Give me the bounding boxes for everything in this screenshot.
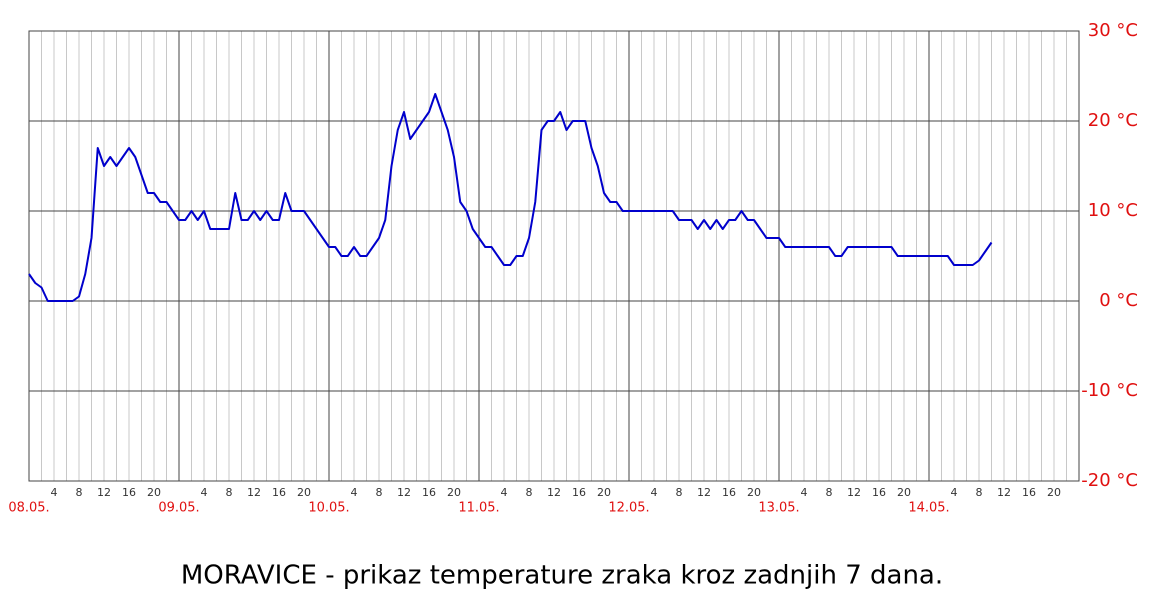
x-tick-label: 8: [676, 486, 683, 499]
x-tick-label: 4: [351, 486, 358, 499]
x-tick-label: 8: [976, 486, 983, 499]
x-tick-label: 4: [801, 486, 808, 499]
x-tick-label: 12: [247, 486, 261, 499]
x-tick-label: 8: [226, 486, 233, 499]
x-tick-label: 4: [501, 486, 508, 499]
x-tick-label: 8: [826, 486, 833, 499]
x-tick-label: 8: [526, 486, 533, 499]
x-tick-label: 16: [722, 486, 736, 499]
x-tick-label: 16: [272, 486, 286, 499]
x-tick-label: 4: [201, 486, 208, 499]
plot: [28, 93, 993, 302]
y-tick-label: -20 °C: [1081, 470, 1138, 491]
x-tick-label: 16: [572, 486, 586, 499]
temperature-line: [28, 93, 993, 302]
y-tick-label: 0 °C: [1099, 290, 1138, 311]
x-day-label: 09.05.: [158, 501, 199, 516]
y-tick-label: 20 °C: [1088, 110, 1138, 131]
x-day-label: 08.05.: [8, 501, 49, 516]
x-tick-label: 12: [97, 486, 111, 499]
chart-title: MORAVICE - prikaz temperature zraka kroz…: [181, 561, 943, 591]
y-tick-label: 10 °C: [1088, 200, 1138, 221]
x-day-label: 13.05.: [758, 501, 799, 516]
x-tick-label: 12: [997, 486, 1011, 499]
x-tick-label: 12: [847, 486, 861, 499]
plot-border: [28, 30, 1080, 482]
x-tick-label: 4: [951, 486, 958, 499]
x-tick-label: 16: [872, 486, 886, 499]
x-tick-label: 12: [397, 486, 411, 499]
x-tick-label: 16: [422, 486, 436, 499]
y-tick-label: 30 °C: [1088, 20, 1138, 41]
x-day-label: 10.05.: [308, 501, 349, 516]
x-day-label: 14.05.: [908, 501, 949, 516]
x-tick-label: 20: [147, 486, 161, 499]
x-tick-label: 20: [1047, 486, 1061, 499]
x-tick-label: 20: [297, 486, 311, 499]
x-tick-label: 12: [697, 486, 711, 499]
x-tick-label: 16: [122, 486, 136, 499]
x-tick-label: 8: [76, 486, 83, 499]
x-tick-label: 4: [51, 486, 58, 499]
x-tick-label: 12: [547, 486, 561, 499]
x-tick-label: 4: [651, 486, 658, 499]
x-tick-label: 16: [1022, 486, 1036, 499]
x-day-label: 11.05.: [458, 501, 499, 516]
x-tick-label: 20: [447, 486, 461, 499]
x-tick-label: 20: [747, 486, 761, 499]
y-tick-label: -10 °C: [1081, 380, 1138, 401]
x-day-label: 12.05.: [608, 501, 649, 516]
x-tick-label: 20: [897, 486, 911, 499]
x-tick-label: 8: [376, 486, 383, 499]
x-tick-label: 20: [597, 486, 611, 499]
